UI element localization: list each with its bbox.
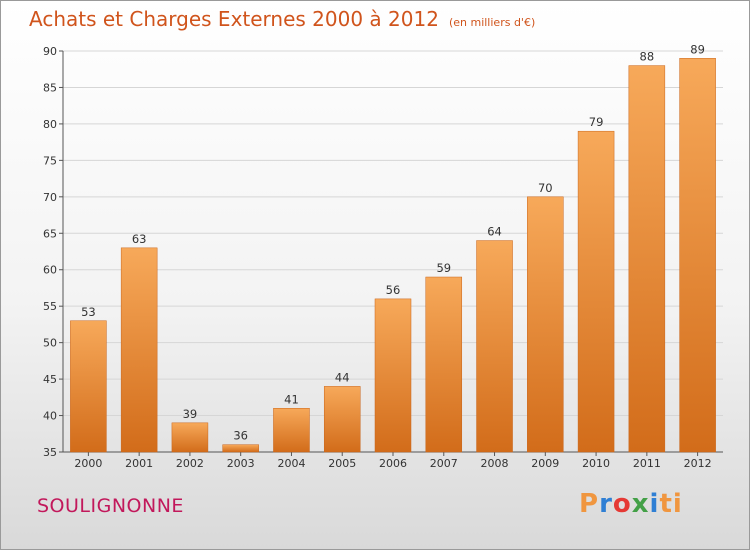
x-tick-label-2011: 2011: [633, 457, 661, 470]
data-label-2000: 53: [81, 305, 96, 319]
bar-2004: [273, 408, 310, 453]
bar-2008: [476, 240, 513, 453]
place-name: SOULIGNONNE: [37, 495, 184, 517]
brand-letter: r: [599, 489, 613, 519]
y-tick-label: 50: [43, 337, 57, 350]
x-tick-label-2003: 2003: [227, 457, 255, 470]
data-label-2003: 36: [233, 429, 248, 443]
x-tick-label-2007: 2007: [430, 457, 458, 470]
data-label-2011: 88: [640, 50, 655, 64]
bar-2005: [323, 386, 361, 453]
brand-letter: P: [579, 489, 600, 519]
brand-letter: x: [631, 489, 650, 519]
brand-letter: i: [672, 489, 683, 519]
y-tick-label: 85: [43, 81, 57, 94]
bar-2009: [527, 196, 564, 453]
brand-logo[interactable]: Proxiti: [579, 489, 683, 519]
y-tick-label: 45: [43, 373, 57, 386]
y-tick-label: 90: [43, 45, 57, 58]
labels: 35 40 45 50 55 60 65 70 75 80 85 90 53 2000 63 2001 39 20…: [43, 42, 712, 470]
chart-title: Achats et Charges Externes 2000 à 2012 (e…: [29, 7, 535, 31]
bar-2002: [171, 422, 209, 453]
bars: [70, 58, 716, 453]
data-label-2006: 56: [386, 283, 401, 297]
data-label-2009: 70: [538, 181, 553, 195]
data-label-2001: 63: [132, 232, 147, 246]
data-label-2004: 41: [284, 392, 299, 406]
y-tick-label: 65: [43, 227, 57, 240]
data-label-2012: 89: [690, 42, 705, 56]
y-tick-label: 80: [43, 118, 57, 131]
brand-letter: i: [649, 489, 660, 519]
x-tick-label-2012: 2012: [684, 457, 712, 470]
bar-2007: [425, 276, 463, 453]
data-label-2008: 64: [487, 225, 502, 239]
chart-subtitle: (en milliers d'€): [448, 16, 536, 29]
x-tick-label-2009: 2009: [531, 457, 559, 470]
x-tick-label-2010: 2010: [582, 457, 610, 470]
bar-2000: [70, 320, 107, 453]
x-tick-label-2008: 2008: [481, 457, 509, 470]
x-tick-label-2001: 2001: [125, 457, 153, 470]
x-tick-label-2000: 2000: [74, 457, 102, 470]
y-tick-label: 55: [43, 300, 57, 313]
y-tick-label: 75: [43, 154, 57, 167]
y-tick-label: 40: [43, 410, 57, 423]
data-label-2002: 39: [183, 407, 198, 421]
x-tick-label-2002: 2002: [176, 457, 204, 470]
bar-2001: [120, 247, 158, 453]
y-tick-label: 60: [43, 264, 57, 277]
chart-title-text: Achats et Charges Externes 2000 à 2012: [29, 7, 439, 31]
y-tick-label: 35: [43, 446, 57, 459]
data-label-2007: 59: [436, 261, 451, 275]
x-tick-label-2005: 2005: [328, 457, 356, 470]
bar-2006: [374, 298, 412, 453]
data-label-2005: 44: [335, 370, 350, 384]
brand-letter: t: [659, 489, 673, 519]
brand-letter: o: [612, 489, 632, 519]
bar-2003: [222, 444, 259, 453]
x-tick-label-2006: 2006: [379, 457, 407, 470]
data-label-2010: 79: [589, 115, 604, 129]
x-tick-label-2004: 2004: [277, 457, 305, 470]
bar-2010: [577, 130, 615, 453]
bar-2012: [679, 58, 716, 453]
y-tick-label: 70: [43, 191, 57, 204]
bar-2011: [628, 65, 666, 453]
